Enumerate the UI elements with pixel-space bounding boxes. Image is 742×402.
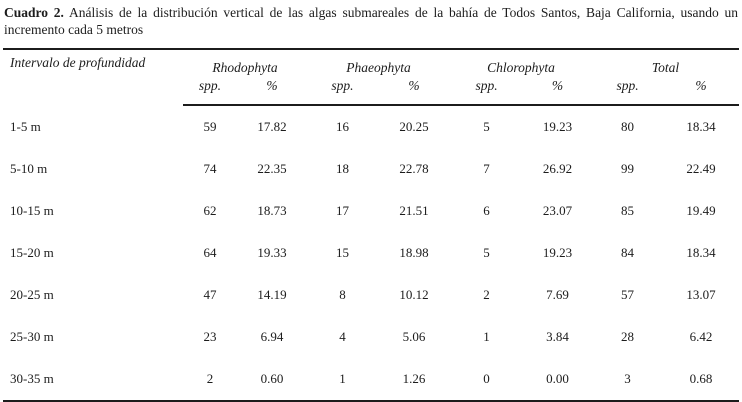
cell-total-spp: 3 (624, 371, 631, 386)
cell-rhodophyta-pct: 22.35 (257, 161, 287, 176)
cell-phaeophyta-pct: 20.25 (399, 119, 429, 134)
cell-total-pct: 22.49 (686, 161, 716, 176)
cell-total-spp: 28 (621, 329, 635, 344)
row-depth-label: 25-30 m (10, 329, 54, 344)
cell-chlorophyta-spp: 7 (483, 161, 490, 176)
cell-rhodophyta-pct: 6.94 (260, 329, 284, 344)
cell-phaeophyta-spp: 17 (336, 203, 349, 218)
table-body: 1-5 m 59 17.82 16 20.25 5 19.23 80 18.34… (3, 105, 739, 401)
cell-phaeophyta-spp: 1 (339, 371, 346, 386)
cell-rhodophyta-spp: 2 (206, 371, 214, 386)
column-group-rhodophyta: Rhodophyta (212, 60, 278, 75)
cell-chlorophyta-spp: 6 (483, 203, 490, 218)
table-row: 10-15 m 62 18.73 17 21.51 6 23.07 85 19.… (3, 190, 739, 232)
subheader-total-pct: % (663, 76, 740, 106)
subheader-rhodophyta-spp: spp. (183, 76, 237, 106)
cell-phaeophyta-pct: 21.51 (399, 203, 429, 218)
cell-phaeophyta-spp: 18 (336, 161, 349, 176)
header-group-row: Intervalo de profundidad Rhodophyta Phae… (3, 49, 739, 76)
header-sub-row: spp. % spp. % spp. % spp. % (3, 76, 740, 106)
cell-total-pct: 6.42 (689, 329, 713, 344)
table-row: 1-5 m 59 17.82 16 20.25 5 19.23 80 18.34 (3, 105, 739, 148)
column-group-phaeophyta: Phaeophyta (346, 60, 411, 75)
row-depth-label: 5-10 m (10, 161, 48, 176)
cell-phaeophyta-spp: 8 (339, 287, 346, 302)
column-header-depth: Intervalo de profundidad (10, 55, 146, 70)
cell-rhodophyta-pct: 19.33 (257, 245, 287, 260)
cell-chlorophyta-pct: 0.00 (546, 371, 569, 386)
cell-phaeophyta-pct: 22.78 (399, 161, 429, 176)
cell-phaeophyta-pct: 18.98 (399, 245, 429, 260)
cell-total-pct: 0.68 (689, 371, 713, 386)
cell-rhodophyta-pct: 0.60 (260, 371, 284, 386)
cell-total-spp: 84 (621, 245, 635, 260)
subheader-chlorophyta-spp: spp. (450, 76, 524, 106)
column-group-total: Total (651, 60, 680, 75)
row-depth-label: 10-15 m (10, 203, 54, 218)
cell-total-pct: 18.34 (686, 245, 716, 260)
cell-phaeophyta-pct: 1.26 (402, 371, 426, 386)
subheader-phaeophyta-spp: spp. (307, 76, 378, 106)
cell-total-spp: 80 (621, 119, 635, 134)
cell-chlorophyta-pct: 23.07 (542, 203, 573, 218)
row-depth-label: 20-25 m (10, 287, 54, 302)
column-group-chlorophyta: Chlorophyta (487, 60, 555, 75)
row-depth-label: 15-20 m (10, 245, 54, 260)
cell-chlorophyta-pct: 19.23 (542, 245, 573, 260)
table-row: 30-35 m 2 0.60 1 1.26 0 0.00 3 0.68 (3, 358, 739, 401)
cell-total-spp: 57 (621, 287, 635, 302)
table-header: Intervalo de profundidad Rhodophyta Phae… (3, 49, 740, 106)
cell-chlorophyta-pct: 7.69 (546, 287, 569, 302)
subheader-rhodophyta-pct: % (237, 76, 307, 106)
subheader-total-spp: spp. (592, 76, 664, 106)
table-row: 25-30 m 23 6.94 4 5.06 1 3.84 28 6.42 (3, 316, 739, 358)
cell-phaeophyta-pct: 5.06 (402, 329, 426, 344)
cell-chlorophyta-spp: 5 (483, 119, 490, 134)
cell-total-pct: 13.07 (686, 287, 716, 302)
cell-rhodophyta-pct: 14.19 (257, 287, 287, 302)
cell-phaeophyta-spp: 4 (339, 329, 346, 344)
cell-phaeophyta-spp: 16 (336, 119, 349, 134)
cell-phaeophyta-pct: 10.12 (399, 287, 429, 302)
cell-rhodophyta-spp: 74 (203, 161, 217, 176)
row-depth-label: 30-35 m (10, 371, 54, 386)
cell-rhodophyta-spp: 64 (203, 245, 217, 260)
table-row: 15-20 m 64 19.33 15 18.98 5 19.23 84 18.… (3, 232, 739, 274)
cell-chlorophyta-spp: 0 (483, 371, 490, 386)
cell-total-pct: 18.34 (686, 119, 716, 134)
cell-phaeophyta-spp: 15 (336, 245, 349, 260)
caption-label: Cuadro 2. (4, 5, 64, 20)
cell-chlorophyta-pct: 3.84 (546, 329, 569, 344)
cell-total-spp: 99 (621, 161, 635, 176)
cell-rhodophyta-spp: 59 (203, 119, 217, 134)
caption-text: Análisis de la distribución vertical de … (4, 5, 739, 37)
cell-total-pct: 19.49 (686, 203, 716, 218)
cell-total-spp: 85 (621, 203, 635, 218)
table-row: 20-25 m 47 14.19 8 10.12 2 7.69 57 13.07 (3, 274, 739, 316)
cell-rhodophyta-spp: 47 (203, 287, 217, 302)
table-caption: Cuadro 2. Análisis de la distribución ve… (0, 0, 742, 38)
row-depth-label: 1-5 m (10, 118, 41, 134)
cell-chlorophyta-pct: 26.92 (542, 161, 573, 176)
subheader-phaeophyta-pct: % (378, 76, 451, 106)
cell-rhodophyta-pct: 18.73 (257, 203, 287, 218)
cell-rhodophyta-spp: 62 (203, 203, 217, 218)
cell-rhodophyta-pct: 17.82 (257, 119, 287, 134)
cell-rhodophyta-spp: 23 (203, 329, 217, 344)
data-table: Intervalo de profundidad Rhodophyta Phae… (3, 48, 740, 402)
table-row: 5-10 m 74 22.35 18 22.78 7 26.92 99 22.4… (3, 148, 739, 190)
subheader-chlorophyta-pct: % (523, 76, 593, 106)
cell-chlorophyta-spp: 5 (483, 245, 490, 260)
cell-chlorophyta-spp: 1 (483, 329, 490, 344)
cell-chlorophyta-spp: 2 (483, 287, 490, 302)
cell-chlorophyta-pct: 19.23 (542, 119, 573, 134)
